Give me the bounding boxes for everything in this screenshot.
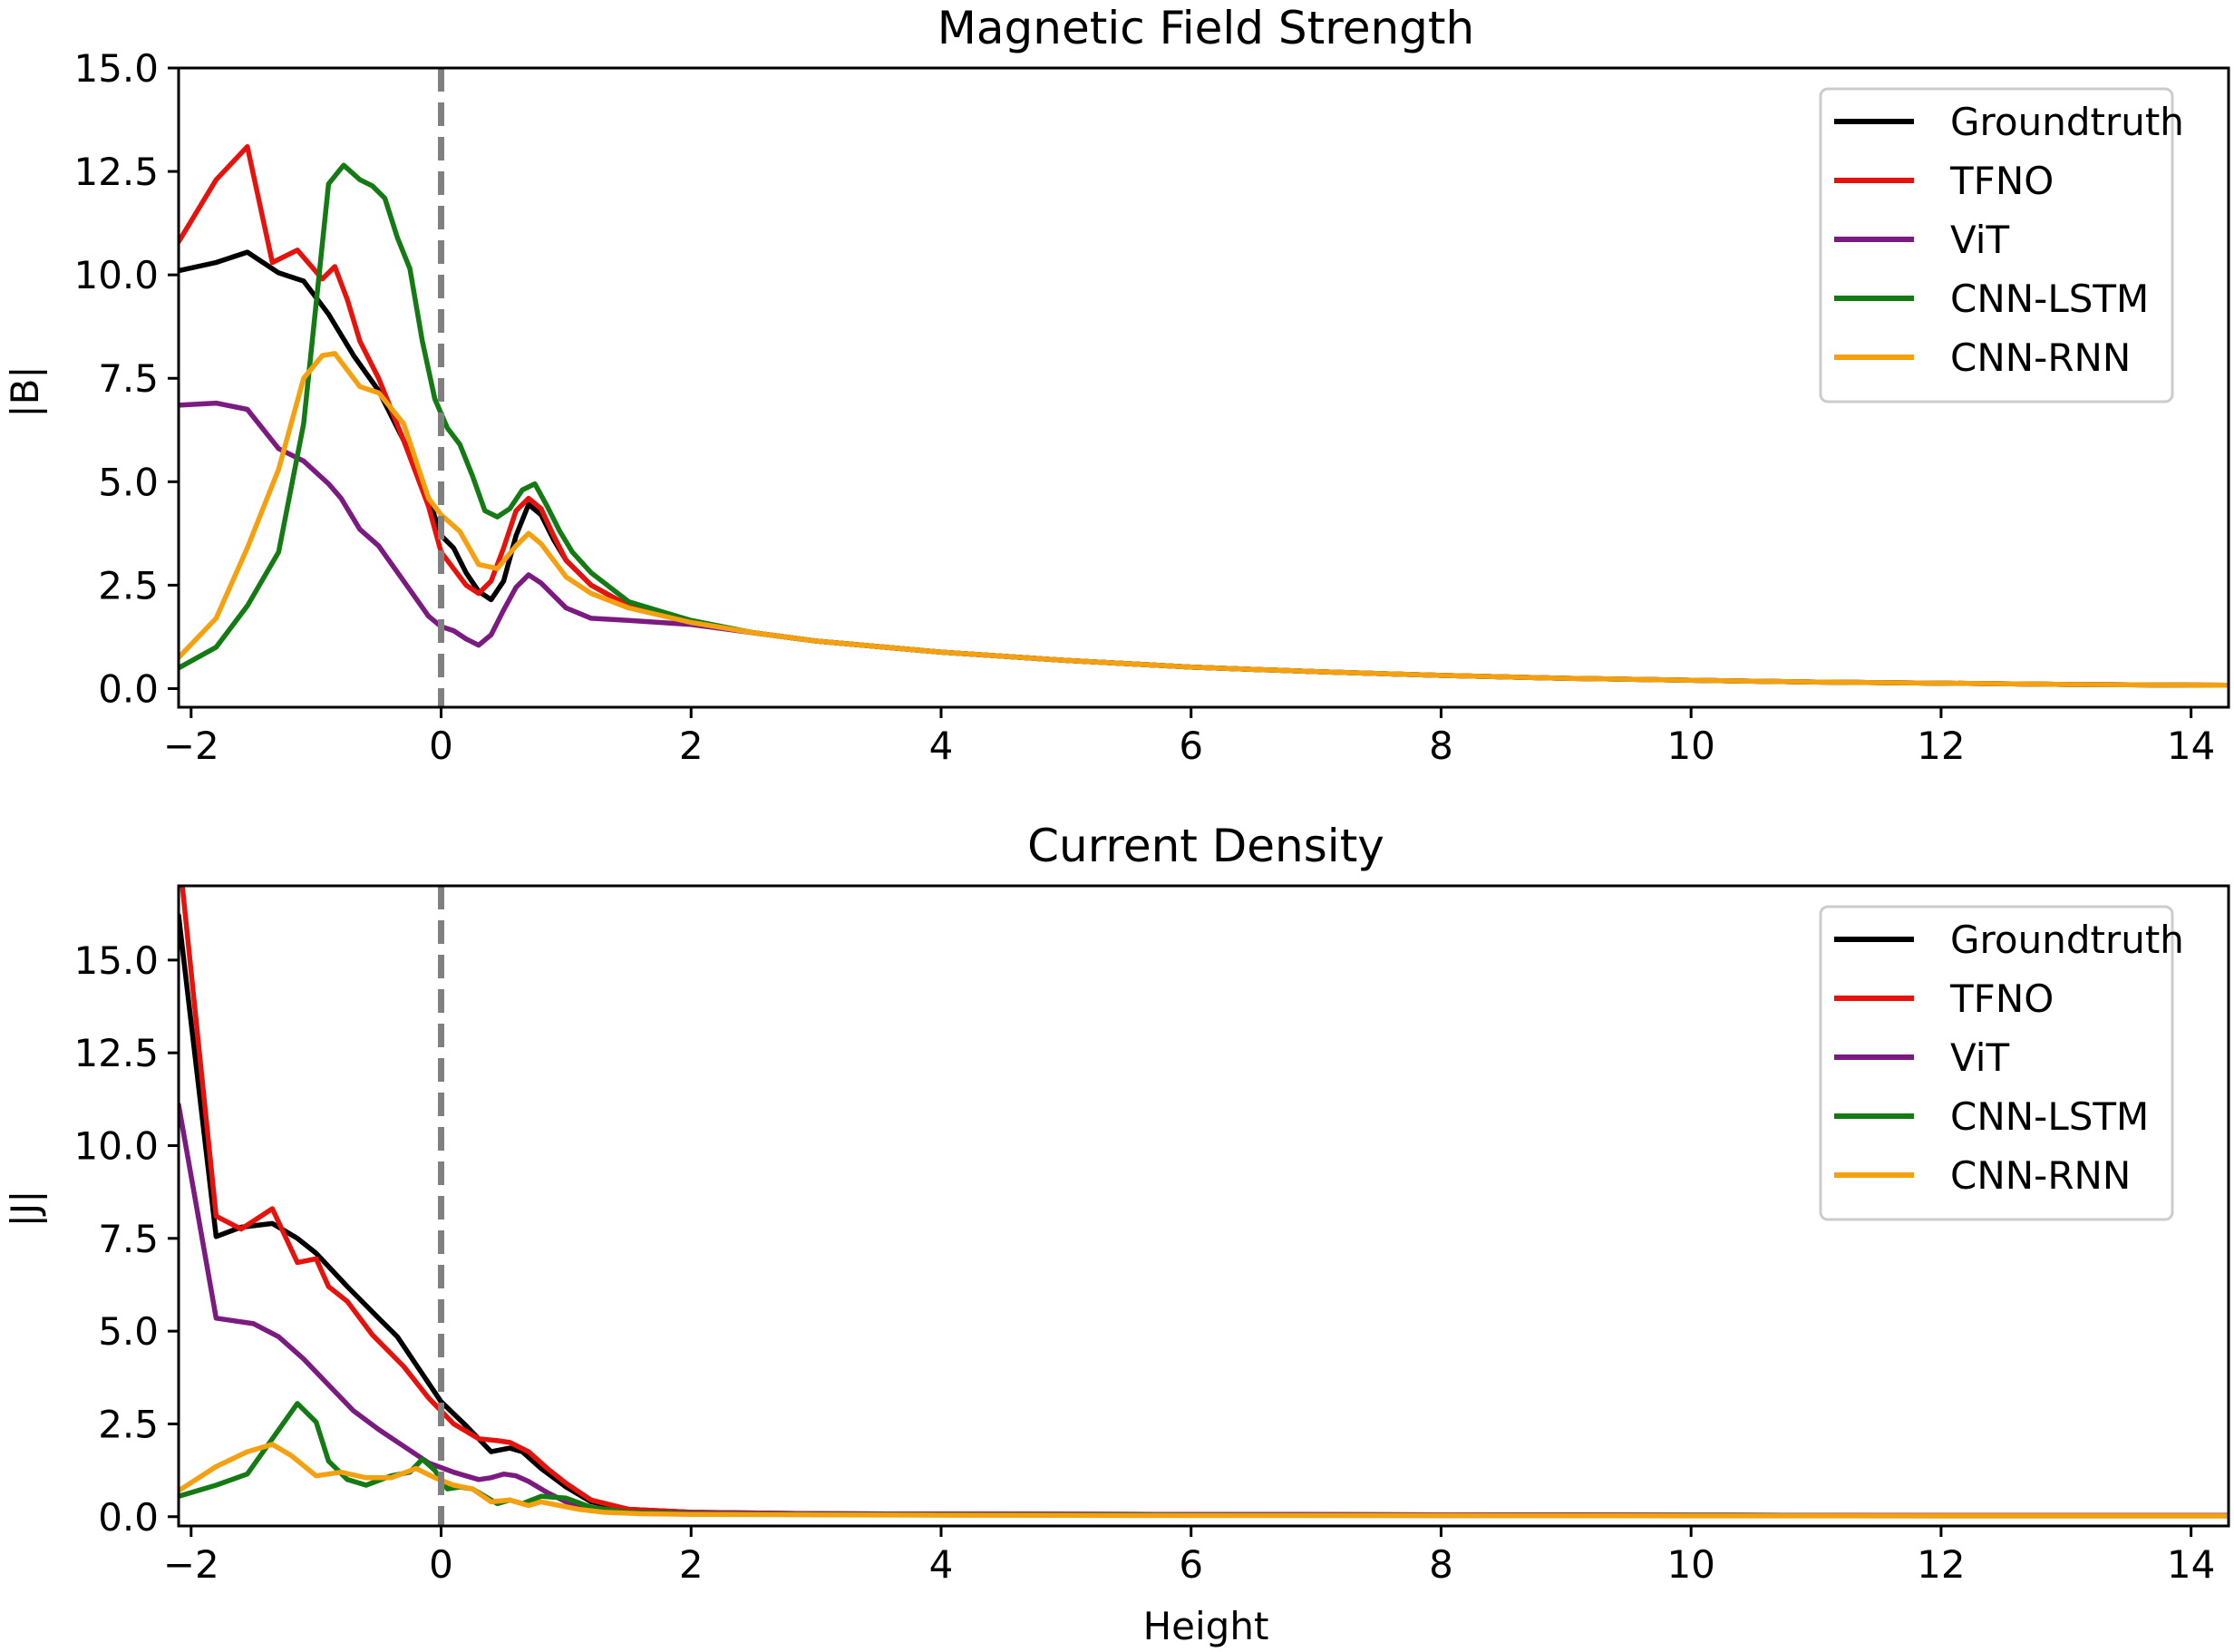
series-line-cnn-rnn <box>179 351 2229 688</box>
y-tick-label: 12.5 <box>73 150 159 194</box>
x-tick-label: 14 <box>2167 724 2215 768</box>
y-tick-label: 10.0 <box>73 1123 159 1168</box>
legend-label-groundtruth: Groundtruth <box>1950 918 2184 962</box>
series-group <box>179 143 2229 688</box>
chart-title: Current Density <box>1027 820 1384 872</box>
x-tick-label: 10 <box>1666 1542 1714 1587</box>
y-tick-label: 5.0 <box>98 460 159 504</box>
legend-label-cnn-rnn: CNN-RNN <box>1950 1153 2131 1198</box>
x-tick-label: 0 <box>429 724 453 768</box>
legend-label-groundtruth: Groundtruth <box>1950 100 2184 144</box>
y-tick-label: 12.5 <box>73 1031 159 1075</box>
plot-area: −2 0 2 4 6 8 10 12 14 0.0 2.5 5.0 7.5 10.0 12.5 15.0 Gro… <box>73 46 2230 768</box>
x-tick-label: 0 <box>429 1542 453 1587</box>
x-axis-label: Height <box>1143 1604 1269 1648</box>
legend-box <box>1819 905 2174 1221</box>
x-tick-label: 6 <box>1179 724 1203 768</box>
x-tick-label: −2 <box>163 1542 219 1587</box>
y-tick-label: 10.0 <box>73 253 159 297</box>
x-tick-label: 4 <box>929 724 954 768</box>
x-tick-label: 6 <box>1179 1542 1203 1587</box>
x-tick-label: −2 <box>163 724 219 768</box>
legend-label-cnn-lstm: CNN-LSTM <box>1950 277 2149 321</box>
series-line-cnn-rnn <box>179 1442 2229 1519</box>
x-tick-label: 14 <box>2167 1542 2215 1587</box>
series-group <box>179 886 2229 1519</box>
legend: Groundtruth TFNO ViT CNN-LSTM CNN-RNN <box>1819 87 2184 403</box>
x-tick-label: 12 <box>1917 1542 1965 1587</box>
plot-area: −2 0 2 4 6 8 10 12 14 0.0 2.5 5.0 7.5 10.0 12.5 15.0 Gro… <box>73 884 2230 1587</box>
y-tick-label: 7.5 <box>98 356 159 401</box>
magnetic-field-panel: Magnetic Field Strength |B| −2 0 2 4 6 8 10 12 1… <box>3 2 2230 768</box>
y-tick-label: 7.5 <box>98 1217 159 1261</box>
x-tick-label: 4 <box>929 1542 954 1587</box>
legend-label-cnn-lstm: CNN-LSTM <box>1950 1094 2149 1139</box>
y-axis-label: |B| <box>3 365 47 417</box>
y-tick-label: 0.0 <box>98 1495 159 1540</box>
y-axis-label: |J| <box>3 1190 47 1228</box>
x-tick-label: 2 <box>679 724 704 768</box>
legend-label-tfno: TFNO <box>1949 977 2054 1021</box>
y-tick-label: 15.0 <box>73 938 159 983</box>
legend-box <box>1819 87 2174 403</box>
x-tick-label: 12 <box>1917 724 1965 768</box>
x-tick-label: 2 <box>679 1542 704 1587</box>
y-tick-label: 0.0 <box>98 666 159 711</box>
legend-label-vit: ViT <box>1950 1035 2009 1080</box>
x-tick-label: 8 <box>1429 1542 1453 1587</box>
chart-title: Magnetic Field Strength <box>937 2 1474 54</box>
legend-label-tfno: TFNO <box>1949 159 2054 203</box>
y-tick-label: 2.5 <box>98 563 159 607</box>
y-tick-label: 15.0 <box>73 46 159 91</box>
legend-label-vit: ViT <box>1950 218 2009 262</box>
plot-frame <box>177 884 2230 1528</box>
y-tick-label: 5.0 <box>98 1309 159 1354</box>
x-tick-label: 8 <box>1429 724 1453 768</box>
y-tick-label: 2.5 <box>98 1402 159 1446</box>
plot-frame <box>177 66 2230 709</box>
legend: Groundtruth TFNO ViT CNN-LSTM CNN-RNN <box>1819 905 2184 1221</box>
current-density-panel: Current Density |J| Height −2 0 2 4 6 8 10 12 14… <box>3 820 2230 1648</box>
legend-label-cnn-rnn: CNN-RNN <box>1950 335 2131 380</box>
x-tick-label: 10 <box>1666 724 1714 768</box>
